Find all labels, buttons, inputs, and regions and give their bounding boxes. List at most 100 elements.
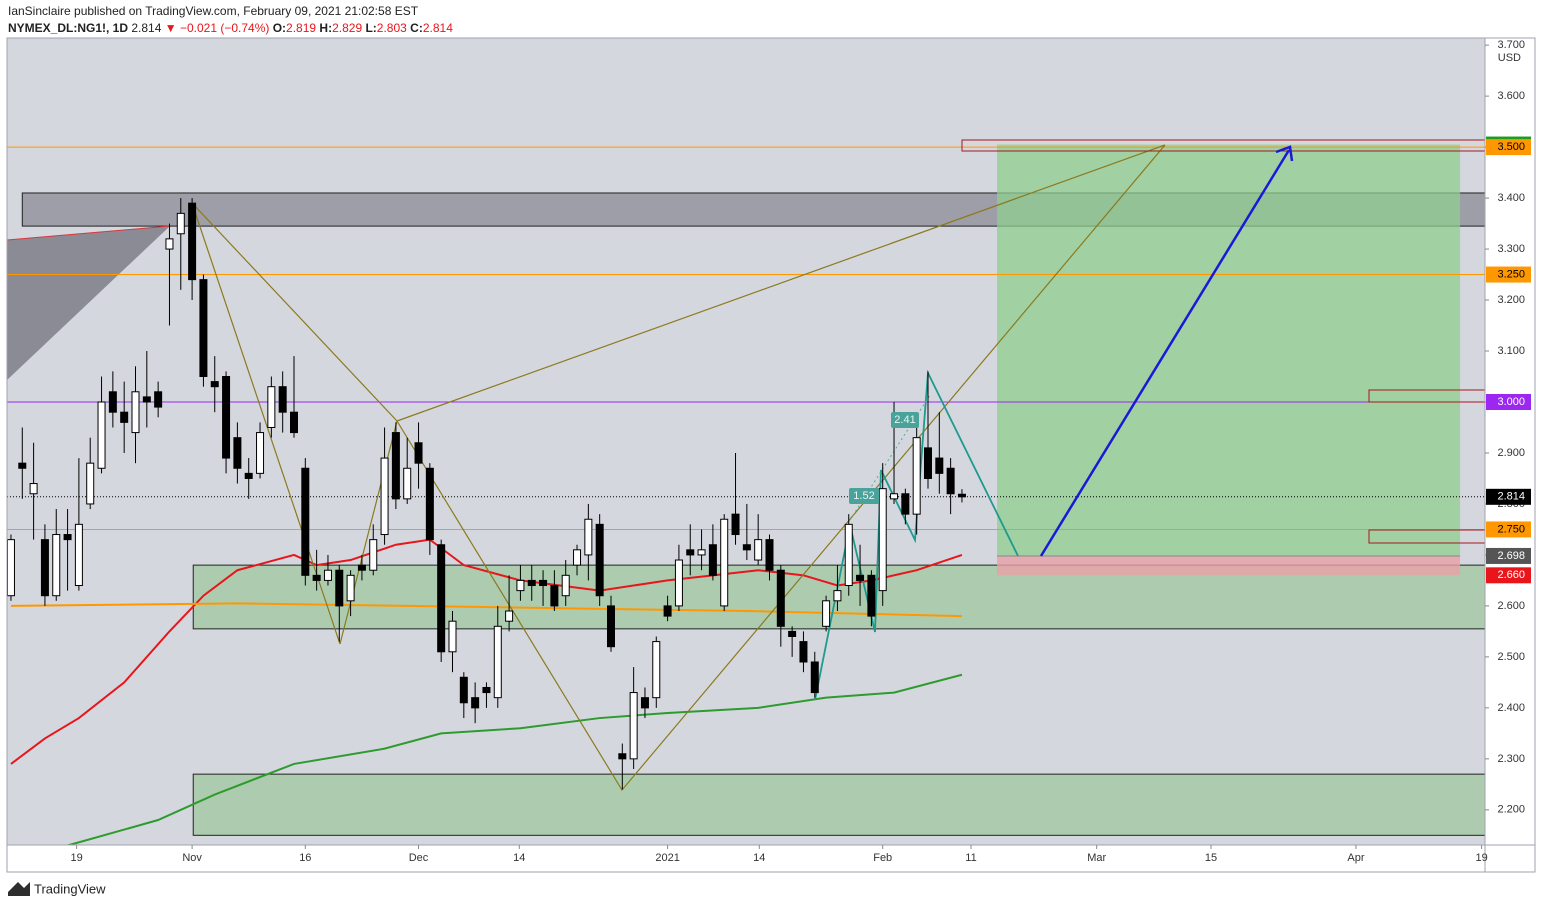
candle-body bbox=[335, 569, 344, 607]
candle-body bbox=[403, 467, 412, 500]
c-value: 2.814 bbox=[423, 21, 453, 35]
candle-body bbox=[527, 579, 536, 587]
candle-body bbox=[52, 534, 61, 597]
candle-body bbox=[833, 590, 842, 602]
x-tick-label: 2021 bbox=[655, 852, 679, 864]
byline-text: IanSinclaire published on TradingView.co… bbox=[8, 4, 419, 18]
currency: USD bbox=[1498, 52, 1521, 64]
candle-body bbox=[550, 585, 559, 607]
candle-body bbox=[289, 411, 298, 434]
candle-body bbox=[97, 401, 106, 469]
candle-body bbox=[323, 569, 332, 581]
candle-body bbox=[640, 697, 649, 709]
candle-body bbox=[539, 579, 548, 587]
candle-body bbox=[731, 513, 740, 536]
candle-body bbox=[799, 641, 808, 663]
brand: TradingView bbox=[34, 881, 106, 896]
moving-average bbox=[67, 673, 963, 847]
candle-body bbox=[674, 559, 683, 607]
candle-body bbox=[697, 549, 706, 556]
candle-body bbox=[890, 493, 899, 500]
y-tick-label: 2.200 bbox=[1497, 804, 1525, 816]
o-value: 2.819 bbox=[286, 21, 316, 35]
l-value: 2.803 bbox=[377, 21, 407, 35]
arrow-head bbox=[1275, 145, 1294, 162]
h-value: 2.829 bbox=[332, 21, 362, 35]
h-label: H: bbox=[319, 21, 332, 35]
candle-body bbox=[856, 574, 865, 581]
candle-body bbox=[516, 579, 525, 592]
candles-layer bbox=[6, 198, 966, 790]
candle-body bbox=[867, 574, 876, 617]
badge: 2.41 bbox=[894, 414, 915, 426]
candle-body bbox=[946, 467, 955, 495]
zone bbox=[192, 773, 1486, 836]
price-tag-label: 2.698 bbox=[1497, 550, 1525, 562]
profit-zone bbox=[997, 144, 1461, 556]
x-tick-label: Apr bbox=[1347, 852, 1364, 864]
x-tick-label: 14 bbox=[513, 852, 525, 864]
candle-body bbox=[86, 462, 95, 505]
candle-body bbox=[471, 697, 480, 709]
candle-body bbox=[629, 692, 638, 760]
x-tick-label: Dec bbox=[409, 852, 429, 864]
price-tag-label: 3.500 bbox=[1497, 141, 1525, 153]
triangle-edge bbox=[6, 225, 171, 241]
candle-body bbox=[742, 544, 751, 551]
candle-body bbox=[923, 447, 932, 479]
y-tick-label: 2.300 bbox=[1497, 753, 1525, 765]
forecast-arrow bbox=[1039, 149, 1291, 557]
candle-body bbox=[6, 539, 15, 597]
candle-body bbox=[346, 574, 355, 602]
candle-body bbox=[244, 472, 253, 479]
y-tick-label: 2.600 bbox=[1497, 600, 1525, 612]
symbol-line: NYMEX_DL:NG1!, 1D 2.814 ▼ −0.021 (−0.74%… bbox=[8, 21, 453, 35]
candle-body bbox=[437, 544, 446, 653]
candle-body bbox=[154, 391, 163, 408]
y-tick-label: 2.900 bbox=[1497, 447, 1525, 459]
candle-body bbox=[210, 381, 219, 388]
candle-body bbox=[278, 386, 287, 413]
candle-body bbox=[18, 462, 27, 469]
candle-body bbox=[414, 442, 423, 464]
candle-body bbox=[142, 396, 151, 403]
price-tag-label: 3.000 bbox=[1497, 396, 1525, 408]
logo bbox=[8, 882, 30, 896]
candle-body bbox=[482, 686, 491, 694]
y-tick-label: 2.400 bbox=[1497, 702, 1525, 714]
l-label: L: bbox=[365, 21, 376, 35]
footer-logo bbox=[8, 882, 30, 896]
candle-body bbox=[935, 457, 944, 474]
byline: IanSinclaire published on TradingView.co… bbox=[8, 4, 419, 18]
candle-body bbox=[844, 523, 853, 587]
candle-body bbox=[357, 564, 366, 571]
candle-body bbox=[312, 574, 321, 581]
candle-body bbox=[301, 467, 310, 576]
candle-body bbox=[901, 493, 910, 515]
price-tag-label: 3.250 bbox=[1497, 268, 1525, 280]
candle-body bbox=[708, 544, 717, 576]
o-label: O: bbox=[273, 21, 286, 35]
candle-body bbox=[188, 202, 197, 281]
candle-body bbox=[222, 376, 231, 459]
candle-body bbox=[74, 523, 83, 587]
badge-box bbox=[849, 488, 879, 504]
candle-body bbox=[459, 676, 468, 704]
price-axis bbox=[1485, 38, 1535, 845]
y-tick-label: 3.300 bbox=[1497, 243, 1525, 255]
price-tag bbox=[1486, 521, 1531, 538]
candle-body bbox=[493, 625, 502, 699]
candle-body bbox=[788, 630, 797, 637]
zones-layer bbox=[21, 144, 1486, 836]
candle-body bbox=[720, 518, 729, 607]
candle-body bbox=[573, 549, 582, 566]
price-tag-label: 2.750 bbox=[1497, 523, 1525, 535]
candle-body bbox=[878, 488, 887, 592]
price-tag bbox=[1486, 547, 1531, 564]
price-tag-label: 2.814 bbox=[1497, 491, 1525, 503]
candle-body bbox=[652, 641, 661, 699]
x-tick-label: Mar bbox=[1087, 852, 1106, 864]
x-tick-label: 14 bbox=[753, 852, 765, 864]
